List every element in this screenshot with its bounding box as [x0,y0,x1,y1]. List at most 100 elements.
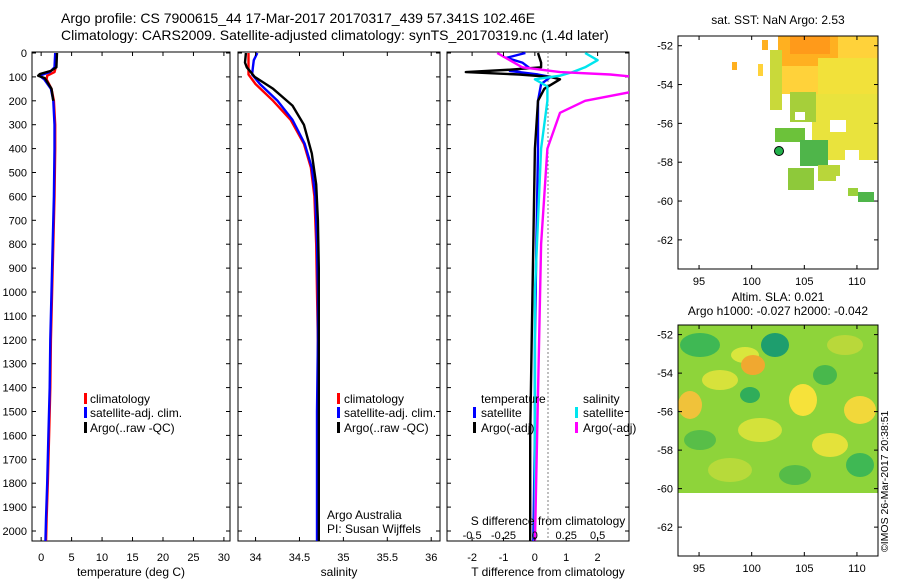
temperature-xlabel: temperature (deg C) [77,565,185,579]
legend-header-salinity: salinity [583,392,620,406]
depth-ticks: 0 100 200 300 400 500 600 700 800 900 1000 1100 1200… [3,48,629,538]
legend-label: climatology [90,392,150,406]
depth-tick-label: 1900 [3,502,27,514]
depth-tick-label: 1500 [3,407,27,419]
legend-label: Argo(-adj) [481,421,534,435]
s-tick-label: -0.25 [491,530,516,542]
depth-tick-label: 500 [9,168,27,180]
lon-tick-label: 95 [693,563,705,575]
depth-tick-label: 1600 [3,430,27,442]
x-tick-label: 34.5 [289,552,310,564]
depth-tick-label: 900 [9,263,27,275]
lon-tick-label: 110 [848,563,866,575]
depth-tick-label: 1100 [3,311,27,323]
depth-tick-label: 1800 [3,478,27,490]
legend-swatch-satellite [337,407,340,418]
sla-map-title: Altim. SLA: 0.021 [732,290,825,304]
difference-legend: temperature salinity satellite Argo(-adj… [473,392,636,435]
sla-map-field [678,325,878,493]
depth-tick-label: 1300 [3,359,27,371]
x-tick-label: 5 [69,552,75,564]
lat-tick-label: -52 [657,330,673,342]
salinity-lines [243,52,320,541]
series-line [243,52,320,541]
lon-tick-label: 105 [795,276,813,288]
lon-tick-label: 95 [693,276,705,288]
depth-tick-label: 300 [9,120,27,132]
x-tick-label: 10 [96,552,108,564]
temperature-panel [31,51,231,542]
series-line [36,52,59,101]
depth-tick-label: 1000 [3,287,27,299]
lat-tick-label: -60 [657,484,673,496]
legend-swatch-satellite [84,407,87,418]
diff-s-xlabel: S difference from climatology [471,514,626,528]
legend-swatch-climatology [84,393,87,404]
legend-label: Argo(..raw -QC) [90,421,175,435]
x-tick-label: 35 [337,552,349,564]
lat-tick-label: -60 [657,196,673,208]
x-tick-label: 35.5 [377,552,398,564]
difference-panel [446,51,630,542]
series-line [247,53,320,541]
legend-swatch-climatology [337,393,340,404]
legend-swatch-t-satellite [473,407,476,418]
x-tick-label: 1 [563,552,569,564]
series-line [38,52,57,541]
title-line-1: Argo profile: CS 7900615_44 17-Mar-2017 … [61,10,536,26]
x-tick-label: 20 [157,552,169,564]
lat-tick-label: -58 [657,445,673,457]
legend-label: Argo(-adj) [583,421,636,435]
salinity-xlabel: salinity [321,565,358,579]
legend-swatch-argo [337,422,340,433]
depth-tick-label: 800 [9,239,27,251]
sst-map-title: sat. SST: NaN Argo: 2.53 [711,13,845,27]
legend-header-temperature: temperature [481,392,546,406]
lon-tick-label: 100 [743,563,761,575]
x-tick-label: -1 [499,552,509,564]
legend-label: satellite-adj. clim. [344,406,436,420]
series-line [250,52,320,541]
lat-tick-label: -52 [657,41,673,53]
depth-tick-label: 1400 [3,383,27,395]
s-tick-label: 0.5 [590,530,605,542]
x-tick-label: 15 [126,552,138,564]
depth-tick-label: 200 [9,96,27,108]
depth-tick-label: 2000 [3,526,27,538]
x-ticks: 0 5 10 15 20 25 30 34 34.5 35 35.5 36 -2 -1 0 1 2 -0.5 -0.… [38,52,605,564]
x-tick-label: 0 [38,552,44,564]
title-line-2: Climatology: CARS2009. Satellite-adjuste… [61,27,609,43]
sst-map-frame [677,35,879,270]
legend-label: satellite [583,406,624,420]
lat-tick-label: -56 [657,118,673,130]
lat-tick-label: -62 [657,235,673,247]
legend-label: climatology [344,392,404,406]
legend-swatch-argo [84,422,87,433]
legend-swatch-s-argo [575,422,578,433]
lon-tick-label: 105 [795,563,813,575]
temperature-legend: climatology satellite-adj. clim. Argo(..… [84,392,182,435]
lat-tick-label: -54 [657,80,673,92]
x-tick-label: -2 [467,552,477,564]
legend-label: satellite-adj. clim. [90,406,182,420]
temperature-lines [36,52,59,541]
series-line [464,52,562,541]
sst-map-ticks: -52 -54 -56 -58 -60 -62 95 100 105 110 [657,36,878,288]
lat-tick-label: -56 [657,407,673,419]
lon-tick-label: 100 [743,276,761,288]
s-tick-label: 0 [532,530,538,542]
credit-pi: PI: Susan Wijffels [327,522,421,536]
sla-map-frame [677,324,879,557]
legend-label: satellite [481,406,522,420]
argo-position-marker [774,146,784,156]
sla-map-ticks: -52 -54 -56 -58 -60 -62 95 100 105 110 [657,325,878,575]
credit-institution: Argo Australia [327,508,402,522]
x-tick-label: 34 [249,552,261,564]
x-tick-label: 36 [425,552,437,564]
diff-t-xlabel: T difference from climatology [471,565,625,579]
sst-map-field [732,36,878,202]
x-tick-label: 25 [187,552,199,564]
depth-tick-label: 600 [9,191,27,203]
depth-tick-label: 100 [9,72,27,84]
